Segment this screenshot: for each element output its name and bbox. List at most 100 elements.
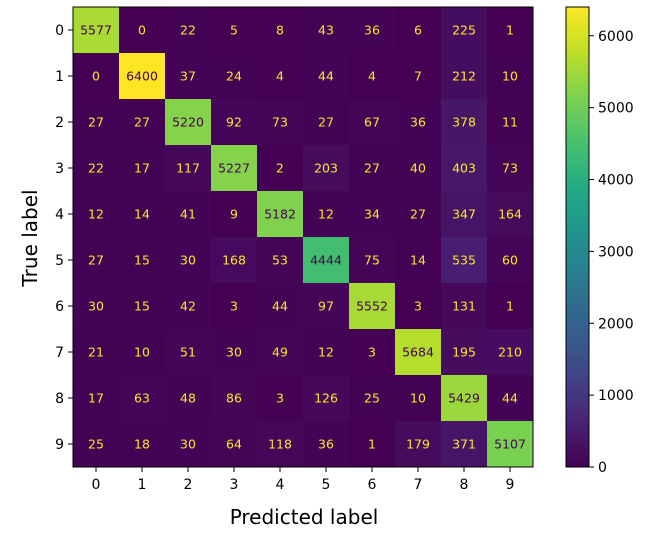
- heatmap-cell: [211, 283, 258, 330]
- cell-value-label: 10: [134, 345, 150, 360]
- y-tick-label: 5: [55, 253, 64, 269]
- y-tick-label: 2: [55, 115, 64, 131]
- y-tick-label: 9: [55, 437, 64, 453]
- x-tick-label: 3: [230, 477, 239, 493]
- y-tick-label: 1: [55, 69, 64, 85]
- heatmap-cell: [487, 53, 534, 100]
- heatmap-cell: [211, 99, 258, 146]
- cell-value-label: 92: [226, 115, 242, 130]
- cell-value-label: 2: [276, 161, 284, 176]
- x-tick-label: 5: [322, 477, 331, 493]
- heatmap-cell: [349, 7, 396, 54]
- cell-value-label: 15: [134, 253, 150, 268]
- cell-value-label: 12: [318, 207, 334, 222]
- heatmap-cell: [303, 191, 350, 238]
- x-axis-label: Predicted label: [230, 505, 379, 529]
- cell-value-label: 164: [498, 207, 522, 222]
- heatmap-cell: [441, 283, 488, 330]
- cell-value-label: 5429: [448, 391, 480, 406]
- heatmap-cell: [165, 375, 212, 422]
- cell-value-label: 42: [180, 299, 196, 314]
- cell-value-label: 10: [502, 69, 518, 84]
- cell-value-label: 63: [134, 391, 150, 406]
- cell-value-label: 14: [134, 207, 150, 222]
- cell-value-label: 30: [180, 437, 196, 452]
- cell-value-label: 44: [318, 69, 334, 84]
- cell-value-label: 0: [92, 69, 100, 84]
- cell-value-label: 15: [134, 299, 150, 314]
- cell-value-label: 371: [452, 437, 476, 452]
- cell-value-label: 27: [318, 115, 334, 130]
- cell-value-label: 347: [452, 207, 476, 222]
- heatmap-cell: [487, 99, 534, 146]
- heatmap-cell: [487, 329, 534, 376]
- cell-value-label: 53: [272, 253, 288, 268]
- y-tick-label: 8: [55, 391, 64, 407]
- heatmap-cell: [257, 421, 304, 468]
- cell-value-label: 8: [276, 23, 284, 38]
- heatmap-cell: [487, 237, 534, 284]
- cell-value-label: 34: [364, 207, 380, 222]
- y-tick-label: 7: [55, 345, 64, 361]
- heatmap-cell: [395, 237, 442, 284]
- heatmap-cell: [257, 7, 304, 54]
- heatmap-cell: [165, 329, 212, 376]
- cell-value-label: 5227: [218, 161, 250, 176]
- heatmap-cell: [257, 237, 304, 284]
- colorbar-tick-label: 3000: [598, 244, 634, 260]
- cell-value-label: 195: [452, 345, 476, 360]
- heatmap-cell: [395, 145, 442, 192]
- heatmap-cell: [73, 145, 120, 192]
- heatmap-cell: [165, 99, 212, 146]
- heatmap-cell: [349, 53, 396, 100]
- cell-value-label: 24: [226, 69, 242, 84]
- heatmap-cell: [165, 53, 212, 100]
- heatmap-cell: [119, 329, 166, 376]
- cell-value-label: 40: [410, 161, 426, 176]
- heatmap-frame: [72, 6, 534, 468]
- heatmap-cell: [441, 191, 488, 238]
- cell-value-label: 25: [364, 391, 380, 406]
- cell-value-label: 117: [176, 161, 200, 176]
- heatmap-cell: [303, 375, 350, 422]
- x-tick-label: 9: [506, 477, 515, 493]
- heatmap-cell: [441, 329, 488, 376]
- heatmap-cell: [303, 53, 350, 100]
- heatmap-cell: [487, 421, 534, 468]
- heatmap-cell: [119, 283, 166, 330]
- heatmap-cell: [119, 375, 166, 422]
- cell-value-label: 73: [272, 115, 288, 130]
- cell-value-label: 1: [506, 299, 514, 314]
- cell-value-label: 27: [88, 115, 104, 130]
- heatmap-cell: [257, 145, 304, 192]
- cell-value-label: 203: [314, 161, 338, 176]
- y-tick-label: 3: [55, 161, 64, 177]
- heatmap-cell: [395, 421, 442, 468]
- heatmap-cell: [349, 375, 396, 422]
- heatmap-cell: [211, 329, 258, 376]
- heatmap-cell: [165, 191, 212, 238]
- cell-value-label: 41: [180, 207, 196, 222]
- heatmap-cell: [73, 237, 120, 284]
- heatmap-cell: [211, 375, 258, 422]
- cell-value-label: 126: [314, 391, 338, 406]
- cell-value-label: 11: [502, 115, 518, 130]
- heatmap-cell: [395, 99, 442, 146]
- cell-value-label: 1: [368, 437, 376, 452]
- heatmap-cell: [119, 99, 166, 146]
- heatmap-cell: [119, 421, 166, 468]
- cell-value-label: 118: [268, 437, 292, 452]
- cell-value-label: 5: [230, 23, 238, 38]
- cell-value-label: 22: [180, 23, 196, 38]
- cell-value-label: 5684: [402, 345, 434, 360]
- y-axis-label: True label: [18, 189, 42, 287]
- cell-value-label: 403: [452, 161, 476, 176]
- heatmap-cell: [395, 7, 442, 54]
- x-tick-label: 6: [368, 477, 377, 493]
- heatmap-cell: [487, 145, 534, 192]
- cell-value-label: 3: [276, 391, 284, 406]
- heatmap-cell: [349, 145, 396, 192]
- cell-value-label: 1: [506, 23, 514, 38]
- cell-value-label: 37: [180, 69, 196, 84]
- heatmap-cell: [73, 283, 120, 330]
